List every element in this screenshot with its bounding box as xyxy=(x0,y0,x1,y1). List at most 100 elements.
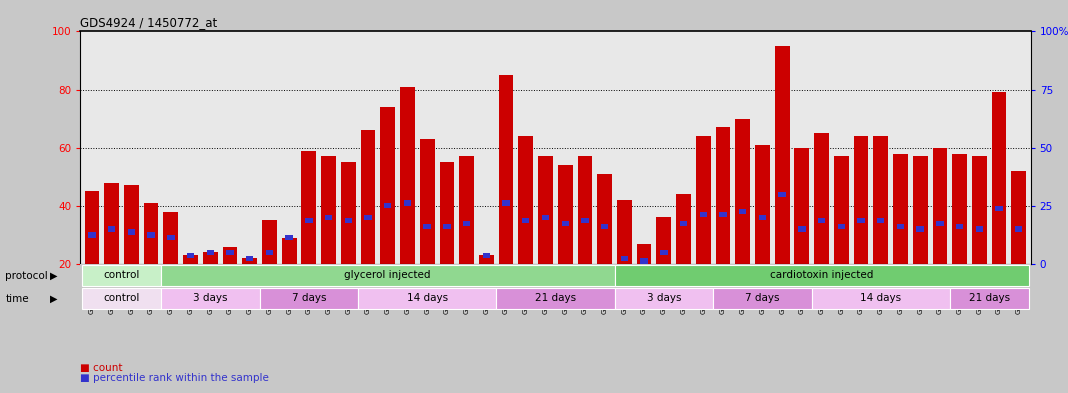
Bar xyxy=(305,218,313,223)
Bar xyxy=(541,215,549,220)
Bar xyxy=(858,218,865,223)
Bar xyxy=(321,156,336,264)
Bar xyxy=(913,156,928,264)
Bar xyxy=(262,220,277,264)
Bar xyxy=(755,145,770,264)
Bar xyxy=(614,265,1028,286)
Bar xyxy=(637,244,651,264)
Bar xyxy=(483,253,490,258)
Bar xyxy=(621,255,628,261)
Bar xyxy=(597,174,612,264)
Text: 21 days: 21 days xyxy=(535,294,576,303)
Bar xyxy=(404,200,411,206)
Bar xyxy=(361,130,376,264)
Bar xyxy=(497,288,614,309)
Bar xyxy=(779,192,786,197)
Bar xyxy=(798,226,805,232)
Bar xyxy=(341,162,356,264)
Bar xyxy=(557,165,572,264)
Bar xyxy=(617,200,632,264)
Bar xyxy=(972,156,987,264)
Bar xyxy=(795,148,810,264)
Bar xyxy=(285,235,293,241)
Bar xyxy=(877,218,884,223)
Bar xyxy=(992,92,1006,264)
Text: glycerol injected: glycerol injected xyxy=(345,270,431,280)
Bar xyxy=(518,136,533,264)
Text: ▶: ▶ xyxy=(50,271,58,281)
Bar xyxy=(301,151,316,264)
Bar xyxy=(462,220,470,226)
Text: time: time xyxy=(5,294,29,304)
Text: 14 days: 14 days xyxy=(407,294,447,303)
Bar xyxy=(976,226,983,232)
Bar xyxy=(719,212,726,217)
Bar xyxy=(774,46,789,264)
Text: 14 days: 14 days xyxy=(860,294,901,303)
Bar xyxy=(89,232,96,237)
Bar xyxy=(581,218,588,223)
Bar xyxy=(657,217,671,264)
Bar xyxy=(897,224,905,229)
Bar xyxy=(242,258,257,264)
Bar xyxy=(443,224,451,229)
Bar xyxy=(183,255,198,264)
Bar xyxy=(937,220,944,226)
Bar xyxy=(660,250,668,255)
Bar xyxy=(105,183,119,264)
Bar xyxy=(203,252,218,264)
Bar xyxy=(812,288,949,309)
Bar xyxy=(853,136,868,264)
Bar xyxy=(676,194,691,264)
Bar xyxy=(932,148,947,264)
Bar xyxy=(161,288,260,309)
Bar xyxy=(538,156,553,264)
Bar xyxy=(345,218,352,223)
Bar xyxy=(739,209,747,214)
Bar xyxy=(161,265,614,286)
Bar xyxy=(1011,171,1026,264)
Bar xyxy=(282,238,297,264)
Bar xyxy=(384,203,392,208)
Bar xyxy=(424,224,430,229)
Bar xyxy=(995,206,1003,211)
Bar xyxy=(949,288,1028,309)
Bar xyxy=(400,87,414,264)
Bar xyxy=(713,288,812,309)
Bar xyxy=(82,265,161,286)
Text: protocol: protocol xyxy=(5,271,48,281)
Text: ■ percentile rank within the sample: ■ percentile rank within the sample xyxy=(80,373,269,384)
Text: 7 days: 7 days xyxy=(745,294,780,303)
Bar xyxy=(226,250,234,255)
Bar xyxy=(700,212,707,217)
Bar xyxy=(1015,226,1022,232)
Bar xyxy=(108,226,115,232)
Bar xyxy=(837,224,845,229)
Bar xyxy=(260,288,358,309)
Bar xyxy=(266,250,273,255)
Bar xyxy=(641,259,648,264)
Bar xyxy=(420,139,435,264)
Bar xyxy=(84,191,99,264)
Bar xyxy=(380,107,395,264)
Bar xyxy=(478,255,493,264)
Bar xyxy=(818,218,826,223)
Bar xyxy=(953,154,967,264)
Bar xyxy=(916,226,924,232)
Bar xyxy=(956,224,963,229)
Bar xyxy=(206,250,214,255)
Bar xyxy=(222,246,237,264)
Bar xyxy=(364,215,372,220)
Bar xyxy=(735,119,750,264)
Bar xyxy=(128,230,135,235)
Bar xyxy=(325,215,332,220)
Bar xyxy=(680,220,687,226)
Bar xyxy=(578,156,593,264)
Bar xyxy=(358,288,497,309)
Bar xyxy=(82,288,161,309)
Bar xyxy=(758,215,766,220)
Bar xyxy=(893,154,908,264)
Bar xyxy=(814,133,829,264)
Text: 21 days: 21 days xyxy=(969,294,1009,303)
Text: GDS4924 / 1450772_at: GDS4924 / 1450772_at xyxy=(80,17,218,29)
